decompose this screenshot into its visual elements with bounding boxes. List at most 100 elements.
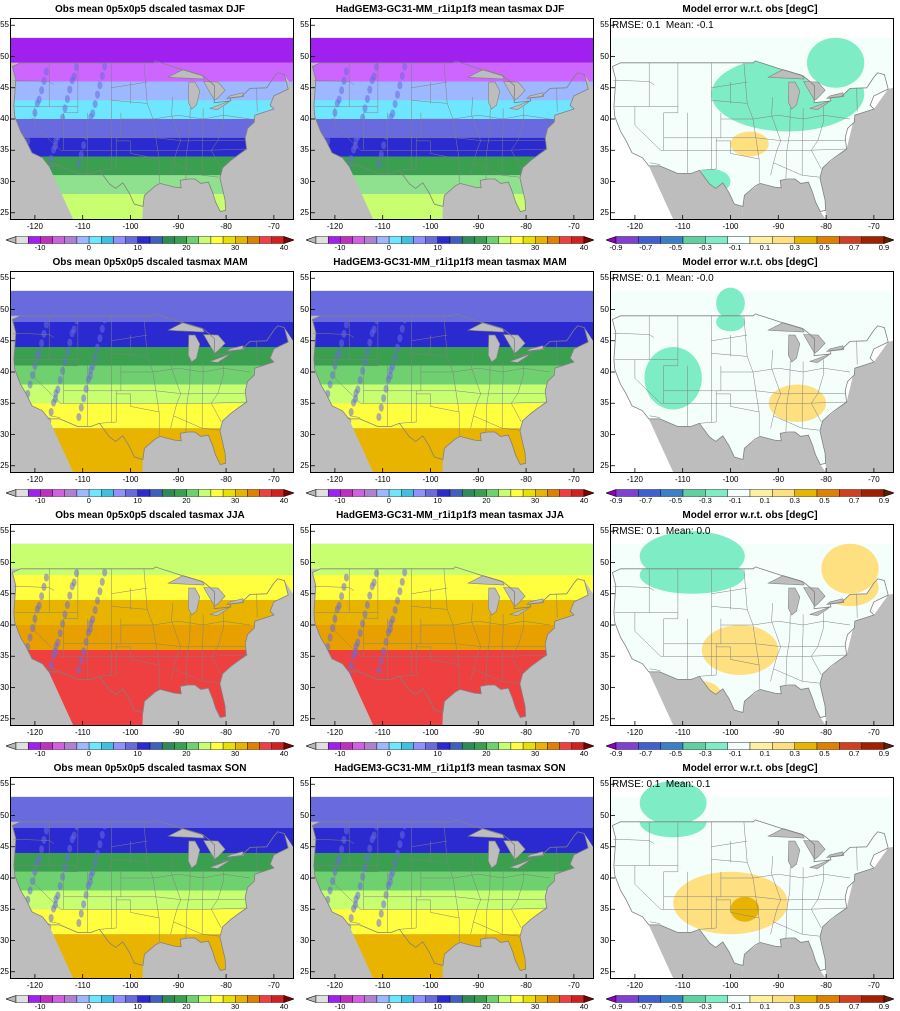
state-border	[743, 62, 760, 183]
colorbar-swatch	[510, 489, 524, 497]
mean-value: Mean: 0.1	[665, 779, 711, 790]
colorbar-tick-label: 0	[86, 749, 91, 758]
terrain-speckle	[99, 577, 105, 586]
colorbar-tick-label: -10	[34, 243, 46, 252]
terrain-speckle	[39, 845, 45, 854]
colorbar-low-arrow	[306, 742, 317, 750]
panel-obs-mam: Obs mean 0p5x0p5 dscaled tasmax MAM 25 30 3…	[0, 253, 300, 505]
state-border	[773, 921, 819, 937]
terrain-speckle	[41, 835, 47, 844]
us-border	[611, 60, 889, 212]
state-border	[634, 612, 661, 657]
map-canvas	[611, 525, 893, 725]
terrain-speckle	[99, 324, 105, 333]
terrain-speckle	[357, 123, 363, 132]
colorbar-swatch	[247, 742, 260, 750]
state-border	[120, 367, 251, 373]
y-tick-label: 50	[300, 810, 309, 820]
x-tick-label: -120	[326, 475, 343, 484]
terrain-speckle	[351, 651, 357, 660]
panel-model-son: HadGEM3-GC31-MM_r1i1p1f3 mean tasmax SON…	[300, 759, 600, 1011]
terrain-speckle	[343, 826, 349, 835]
temp-band-4	[311, 119, 593, 138]
state-border	[185, 866, 191, 939]
state-border	[485, 613, 491, 686]
state-border	[363, 821, 379, 910]
colorbar-swatch	[413, 742, 426, 750]
colorbar-tick-label: 10	[433, 243, 442, 252]
x-tick-label: -70	[568, 222, 580, 231]
colorbar-swatch	[88, 489, 102, 497]
colorbar-tick-label: -0.3	[698, 749, 712, 758]
great-lake-1	[787, 81, 801, 110]
us-border	[11, 566, 289, 718]
map-canvas	[11, 19, 293, 219]
state-border	[663, 568, 679, 657]
terrain-speckle	[73, 316, 79, 325]
colorbar-swatch	[772, 995, 795, 1003]
state-border	[773, 415, 819, 431]
colorbar-tick-label: 0.1	[759, 496, 771, 505]
terrain-speckle	[369, 329, 375, 338]
state-border	[613, 585, 655, 591]
colorbar-swatch	[794, 995, 818, 1003]
y-tick-label: 35	[0, 145, 9, 155]
x-tick-label: -100	[122, 475, 139, 484]
terrain-speckle	[402, 315, 408, 324]
map-canvas	[611, 272, 893, 472]
terrain-speckle	[385, 628, 391, 637]
temp-band-2	[11, 347, 293, 366]
colorbar-tick-label: 40	[579, 243, 589, 252]
y-tick-label: 45	[600, 335, 609, 345]
colorbar-swatch	[271, 995, 285, 1003]
y-tick-label: 55	[0, 779, 9, 789]
terrain-speckle	[327, 886, 333, 895]
y-tick-label: 55	[300, 779, 309, 789]
terrain-speckle	[364, 348, 370, 356]
colorbar-swatch	[149, 489, 163, 497]
colorbar-swatch	[174, 995, 187, 1003]
colorbar-tick-label: 10	[433, 496, 442, 505]
colorbar-swatch	[547, 742, 560, 750]
y-tick-label: 25	[0, 460, 9, 470]
colorbar-swatch	[101, 489, 114, 497]
terrain-speckle	[85, 122, 91, 131]
terrain-speckle	[67, 338, 73, 347]
colorbar-swatch	[259, 236, 273, 244]
canada-land	[611, 290, 893, 356]
state-border	[111, 334, 148, 342]
ocean-east	[819, 846, 893, 978]
great-lake-3	[209, 353, 231, 363]
x-tick-label: -110	[74, 728, 91, 737]
y-tick-label: 55	[0, 526, 9, 536]
colorbar-swatch	[113, 236, 126, 244]
error-stats: RMSE: 0.1 Mean: -0.0	[612, 273, 714, 284]
state-border	[201, 361, 204, 429]
state-border	[711, 587, 748, 595]
terrain-speckle	[367, 85, 373, 94]
state-border	[360, 401, 548, 404]
terrain-speckle	[69, 76, 75, 85]
state-border	[473, 162, 519, 178]
great-lake-3	[509, 353, 531, 363]
state-border	[743, 821, 760, 942]
great-lake-3	[809, 606, 831, 616]
x-tick-label: -110	[374, 981, 391, 990]
colorbar-low-arrow	[306, 236, 317, 244]
y-tick-label: 30	[0, 935, 9, 945]
terrain-speckle	[30, 371, 36, 380]
state-border	[649, 162, 661, 165]
y-tick-label: 35	[300, 398, 309, 408]
state-border	[313, 585, 355, 591]
terrain-speckle	[85, 375, 91, 384]
great-lake-1	[487, 840, 501, 869]
state-border	[173, 668, 219, 684]
terrain-speckle	[395, 849, 401, 858]
terrain-speckle	[376, 919, 382, 927]
map-canvas	[11, 272, 293, 472]
y-tick-label: 35	[0, 398, 9, 408]
terrain-speckle	[78, 656, 84, 665]
map-canvas	[11, 525, 293, 725]
state-border	[416, 899, 460, 919]
terrain-speckle	[39, 592, 45, 601]
